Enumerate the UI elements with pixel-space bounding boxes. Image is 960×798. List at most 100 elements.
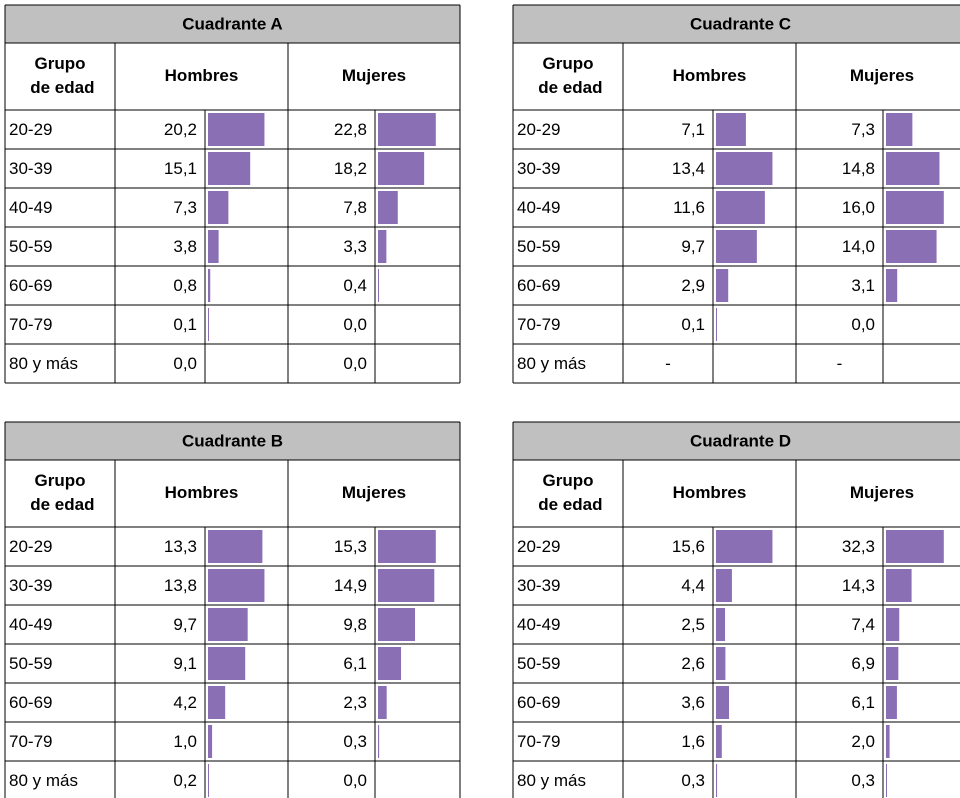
value-cell: 6,1 (343, 654, 367, 673)
value-cell: 0,0 (343, 315, 367, 334)
age-group: 50-59 (9, 237, 52, 256)
data-bar (886, 113, 913, 146)
value-cell: 20,2 (164, 120, 197, 139)
data-bar (208, 269, 211, 302)
value-cell: 3,6 (681, 693, 705, 712)
data-bar (378, 113, 436, 146)
age-group: 40-49 (517, 198, 560, 217)
age-group: 50-59 (517, 237, 560, 256)
header-cell: Hombres (673, 483, 747, 502)
value-cell: 7,4 (851, 615, 875, 634)
data-bar (208, 530, 263, 563)
data-bar (716, 608, 726, 641)
data-bar (886, 191, 944, 224)
data-bar (716, 647, 726, 680)
data-bar (716, 230, 757, 263)
data-bar (716, 569, 732, 602)
table-title: Cuadrante D (690, 431, 791, 450)
value-cell: 6,1 (851, 693, 875, 712)
header-cell: Grupo de edad (26, 54, 95, 97)
value-cell: 0,1 (173, 315, 197, 334)
value-cell: 4,2 (173, 693, 197, 712)
value-cell: 15,3 (334, 537, 367, 556)
value-cell: 0,0 (343, 771, 367, 790)
age-group: 30-39 (9, 159, 52, 178)
age-group: 40-49 (9, 615, 52, 634)
data-bar (378, 530, 436, 563)
header-cell: Grupo de edad (534, 54, 603, 97)
age-group: 30-39 (517, 576, 560, 595)
data-bar (378, 230, 387, 263)
header-cell: Mujeres (850, 66, 914, 85)
data-bar (208, 686, 226, 719)
age-group: 50-59 (517, 654, 560, 673)
age-group: 60-69 (517, 276, 560, 295)
header-cell: Mujeres (342, 66, 406, 85)
value-cell: 0,0 (851, 315, 875, 334)
value-cell: 18,2 (334, 159, 367, 178)
value-cell: 15,1 (164, 159, 197, 178)
value-cell: 2,9 (681, 276, 705, 295)
value-cell: 14,8 (842, 159, 875, 178)
age-group: 70-79 (9, 315, 52, 334)
age-group: 40-49 (517, 615, 560, 634)
table-title: Cuadrante B (182, 431, 283, 450)
value-cell: 14,9 (334, 576, 367, 595)
value-cell: 14,0 (842, 237, 875, 256)
data-bar (716, 686, 730, 719)
data-bar (716, 725, 722, 758)
age-group: 70-79 (517, 315, 560, 334)
data-bar (208, 764, 209, 797)
header-cell: Hombres (673, 66, 747, 85)
age-group: 20-29 (517, 537, 560, 556)
age-group: 30-39 (9, 576, 52, 595)
value-cell: 3,3 (343, 237, 367, 256)
value-cell: 13,8 (164, 576, 197, 595)
value-cell: 7,1 (681, 120, 705, 139)
value-cell: 13,4 (672, 159, 705, 178)
age-group: 20-29 (9, 120, 52, 139)
value-cell: 6,9 (851, 654, 875, 673)
data-bar (378, 608, 416, 641)
data-bar (886, 269, 898, 302)
data-bar (378, 152, 425, 185)
value-cell: 7,3 (851, 120, 875, 139)
header-cell: Mujeres (850, 483, 914, 502)
value-cell: 15,6 (672, 537, 705, 556)
value-cell: 0,0 (173, 354, 197, 373)
age-group: 20-29 (9, 537, 52, 556)
data-bar (208, 230, 219, 263)
age-group: 80 y más (517, 771, 586, 790)
age-group: 40-49 (9, 198, 52, 217)
data-bar (886, 647, 899, 680)
data-bar (378, 269, 380, 302)
data-bar (208, 152, 251, 185)
value-cell: 0,4 (343, 276, 367, 295)
data-bar (378, 647, 402, 680)
data-bar (716, 308, 717, 341)
value-cell: 3,8 (173, 237, 197, 256)
header-cell: Hombres (165, 483, 239, 502)
value-cell: 2,6 (681, 654, 705, 673)
title-cell (513, 422, 960, 460)
value-cell: 1,0 (173, 732, 197, 751)
header-cell: Grupo de edad (534, 471, 603, 514)
value-cell: 7,3 (173, 198, 197, 217)
age-group: 80 y más (9, 771, 78, 790)
value-cell: 2,3 (343, 693, 367, 712)
title-cell (5, 5, 460, 43)
value-cell: 0,3 (851, 771, 875, 790)
age-group: 50-59 (9, 654, 52, 673)
data-bar (378, 191, 398, 224)
value-cell: 22,8 (334, 120, 367, 139)
age-group: 80 y más (517, 354, 586, 373)
value-cell: - (837, 354, 843, 373)
value-cell: 9,7 (681, 237, 705, 256)
data-bar (378, 569, 435, 602)
table-title: Cuadrante A (182, 14, 282, 33)
data-bar (208, 113, 265, 146)
value-cell: 9,8 (343, 615, 367, 634)
age-group: 60-69 (9, 693, 52, 712)
value-cell: 0,3 (681, 771, 705, 790)
